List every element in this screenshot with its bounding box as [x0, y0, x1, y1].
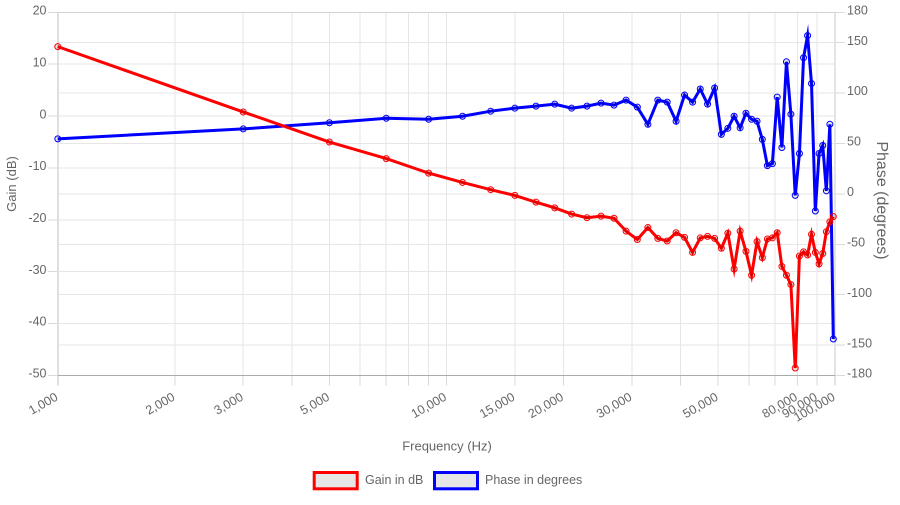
svg-text:0: 0 — [40, 107, 47, 121]
svg-text:Phase (degrees): Phase (degrees) — [873, 141, 890, 259]
svg-text:20: 20 — [33, 4, 47, 18]
svg-text:-10: -10 — [28, 159, 46, 173]
svg-text:-50: -50 — [28, 367, 46, 381]
svg-text:-180: -180 — [847, 367, 872, 381]
svg-text:0: 0 — [847, 185, 854, 199]
svg-text:100: 100 — [847, 84, 868, 98]
svg-text:-50: -50 — [847, 236, 865, 250]
svg-text:-40: -40 — [28, 315, 46, 329]
svg-text:Phase in degrees: Phase in degrees — [485, 473, 582, 487]
svg-text:Frequency (Hz): Frequency (Hz) — [402, 439, 492, 454]
svg-text:-30: -30 — [28, 263, 46, 277]
svg-text:180: 180 — [847, 4, 868, 18]
svg-text:-20: -20 — [28, 211, 46, 225]
svg-text:Gain in dB: Gain in dB — [365, 473, 423, 487]
svg-text:150: 150 — [847, 34, 868, 48]
svg-text:50: 50 — [847, 135, 861, 149]
svg-text:10: 10 — [33, 55, 47, 69]
svg-text:-100: -100 — [847, 286, 872, 300]
svg-text:-150: -150 — [847, 336, 872, 350]
svg-text:Gain (dB): Gain (dB) — [4, 156, 19, 212]
